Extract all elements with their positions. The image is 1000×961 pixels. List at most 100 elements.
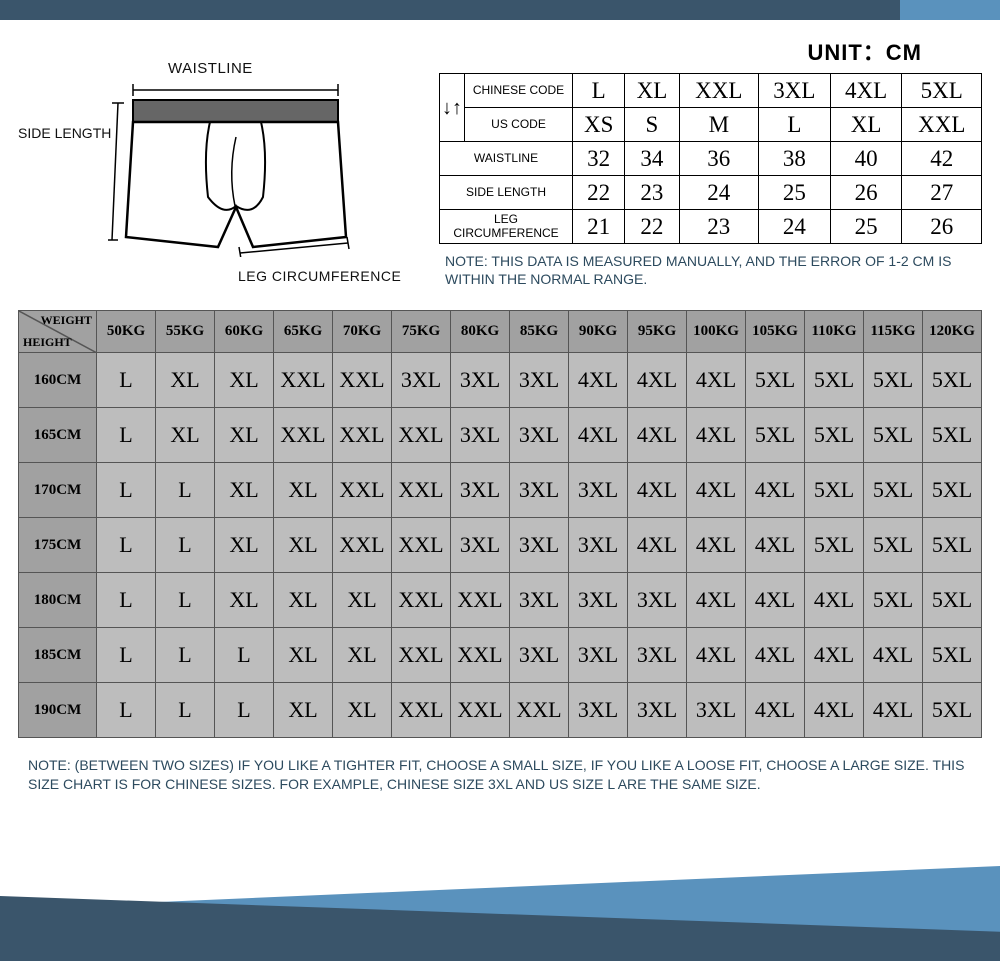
size-cell: 23 [679, 210, 758, 244]
chinese-code-label: CHINESE CODE [465, 74, 573, 108]
size-cell: 3XL [451, 518, 510, 573]
size-cell: XL [274, 628, 333, 683]
size-cell: L [573, 74, 625, 108]
size-cell: 4XL [569, 408, 628, 463]
waistline-label: WAISTLINE [108, 60, 423, 77]
size-cell: 4XL [746, 463, 805, 518]
size-cell: XL [215, 518, 274, 573]
size-table-column: UNIT：CM ↓↑ CHINESE CODE L XL XXL 3XL 4XL… [439, 30, 982, 288]
sizing-advice-note: NOTE: (BETWEEN TWO SIZES) IF YOU LIKE A … [18, 756, 982, 792]
diagram-column: WAISTLINE [18, 30, 423, 284]
size-cell: 5XL [923, 463, 982, 518]
size-cell: L [759, 108, 831, 142]
height-weight-size-table: WEIGHTHEIGHT50KG55KG60KG65KG70KG75KG80KG… [18, 310, 982, 738]
sort-arrow-icon: ↓↑ [440, 74, 465, 142]
weight-header: 120KG [923, 311, 982, 353]
size-cell: XXL [392, 518, 451, 573]
size-cell: 5XL [864, 408, 923, 463]
size-cell: 5XL [864, 573, 923, 628]
size-cell: L [97, 353, 156, 408]
size-cell: 27 [902, 176, 982, 210]
weight-header: 115KG [864, 311, 923, 353]
size-cell: 4XL [687, 463, 746, 518]
size-cell: 5XL [864, 353, 923, 408]
table-row: 190CMLLLXLXLXXLXXLXXL3XL3XL3XL4XL4XL4XL5… [19, 683, 982, 738]
size-cell: XL [274, 463, 333, 518]
size-cell: XL [625, 74, 679, 108]
table-row: 185CMLLLXLXLXXLXXL3XL3XL3XL4XL4XL4XL4XL5… [19, 628, 982, 683]
size-conversion-table: ↓↑ CHINESE CODE L XL XXL 3XL 4XL 5XL US … [439, 73, 982, 244]
size-cell: 38 [759, 142, 831, 176]
size-cell: XXL [392, 573, 451, 628]
size-cell: 3XL [451, 463, 510, 518]
size-cell: 22 [573, 176, 625, 210]
size-cell: XXL [392, 683, 451, 738]
size-cell: XL [156, 353, 215, 408]
size-cell: XXL [451, 683, 510, 738]
size-cell: XXL [392, 408, 451, 463]
size-cell: XS [573, 108, 625, 142]
table-row: 175CMLLXLXLXXLXXL3XL3XL3XL4XL4XL4XL5XL5X… [19, 518, 982, 573]
size-cell: XXL [274, 353, 333, 408]
size-cell: XL [333, 573, 392, 628]
size-cell: 24 [759, 210, 831, 244]
size-cell: 4XL [628, 518, 687, 573]
weight-axis-label: WEIGHT [41, 313, 92, 328]
table-row: ↓↑ CHINESE CODE L XL XXL 3XL 4XL 5XL [440, 74, 982, 108]
size-cell: 3XL [510, 628, 569, 683]
size-cell: 5XL [923, 353, 982, 408]
size-cell: 4XL [687, 628, 746, 683]
size-cell: 4XL [687, 518, 746, 573]
waistline-row-label: WAISTLINE [440, 142, 573, 176]
size-cell: 5XL [746, 353, 805, 408]
size-cell: XXL [392, 628, 451, 683]
size-cell: L [215, 683, 274, 738]
height-header: 165CM [19, 408, 97, 463]
table-row: 180CMLLXLXLXLXXLXXL3XL3XL3XL4XL4XL4XL5XL… [19, 573, 982, 628]
us-code-label: US CODE [465, 108, 573, 142]
size-cell: 22 [625, 210, 679, 244]
size-cell: L [156, 573, 215, 628]
height-header: 175CM [19, 518, 97, 573]
leg-circ-row-label: LEG CIRCUMFERENCE [440, 210, 573, 244]
size-cell: 5XL [902, 74, 982, 108]
size-cell: 5XL [864, 463, 923, 518]
side-length-label: SIDE LENGTH [18, 125, 111, 141]
size-cell: 5XL [805, 353, 864, 408]
size-cell: 3XL [569, 518, 628, 573]
weight-header: 80KG [451, 311, 510, 353]
size-cell: XL [215, 463, 274, 518]
weight-header: 65KG [274, 311, 333, 353]
size-cell: 4XL [746, 628, 805, 683]
table-row: LEG CIRCUMFERENCE 21 22 23 24 25 26 [440, 210, 982, 244]
size-cell: 5XL [746, 408, 805, 463]
height-header: 190CM [19, 683, 97, 738]
table-row: WAISTLINE 32 34 36 38 40 42 [440, 142, 982, 176]
upper-section: WAISTLINE [18, 30, 982, 288]
size-cell: 3XL [569, 628, 628, 683]
size-cell: 32 [573, 142, 625, 176]
size-cell: L [97, 463, 156, 518]
size-cell: 3XL [759, 74, 831, 108]
size-cell: 5XL [923, 573, 982, 628]
size-cell: 4XL [628, 408, 687, 463]
size-cell: 42 [902, 142, 982, 176]
size-cell: XL [274, 518, 333, 573]
size-cell: 4XL [628, 353, 687, 408]
table-row: 160CMLXLXLXXLXXL3XL3XL3XL4XL4XL4XL5XL5XL… [19, 353, 982, 408]
size-cell: 40 [830, 142, 902, 176]
size-cell: XXL [274, 408, 333, 463]
size-cell: XXL [333, 463, 392, 518]
size-cell: XXL [333, 353, 392, 408]
size-cell: 5XL [923, 408, 982, 463]
size-cell: 23 [625, 176, 679, 210]
size-cell: 5XL [805, 463, 864, 518]
size-cell: 4XL [746, 518, 805, 573]
weight-header: 100KG [687, 311, 746, 353]
size-cell: 4XL [830, 74, 902, 108]
height-axis-label: HEIGHT [23, 335, 72, 350]
size-cell: XL [274, 573, 333, 628]
table-row: 170CMLLXLXLXXLXXL3XL3XL3XL4XL4XL4XL5XL5X… [19, 463, 982, 518]
corner-cell: WEIGHT HEIGHT [19, 311, 97, 353]
size-cell: 3XL [569, 573, 628, 628]
